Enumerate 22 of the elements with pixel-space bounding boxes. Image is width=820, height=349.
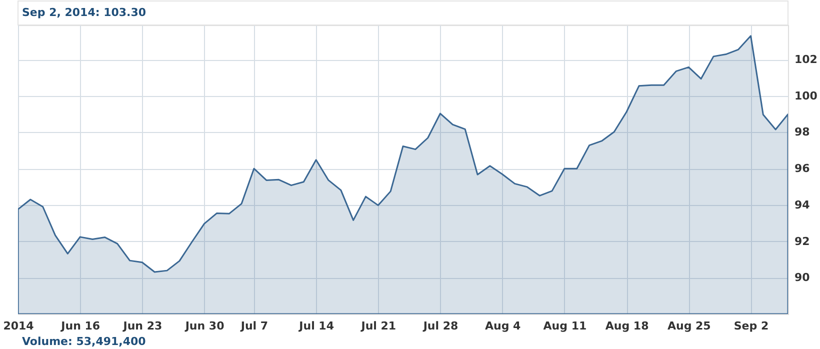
x-tick-label: Aug 4 (485, 320, 522, 332)
y-tick-label: 102 (794, 53, 818, 66)
x-tick-label: Jul 14 (298, 320, 334, 332)
x-tick-label: Jul 21 (360, 320, 396, 332)
x-tick-label: Aug 18 (605, 320, 649, 332)
y-tick-label: 94 (794, 198, 810, 212)
x-tick-label: 2014 (3, 320, 34, 332)
x-tick-label: Jun 16 (60, 320, 100, 332)
x-tick-label: Jul 7 (240, 320, 268, 332)
y-tick-label: 100 (794, 89, 818, 102)
x-tick-label: Sep 2 (734, 320, 769, 332)
text: Volume: 53,491,400 (22, 335, 146, 348)
text: Sep 2, 2014: 103.30 (22, 6, 146, 19)
y-tick-label: 96 (794, 162, 810, 176)
y-tick-label: 90 (794, 271, 810, 284)
x-tick-label: Aug 25 (667, 320, 711, 332)
x-tick-label: Jul 28 (422, 320, 458, 332)
x-tick-label: Aug 11 (543, 320, 587, 332)
y-tick-label: 92 (794, 234, 810, 248)
x-tick-label: Jun 30 (184, 320, 225, 332)
x-tick-label: Jun 23 (122, 320, 162, 332)
y-tick-label: 98 (794, 126, 810, 139)
